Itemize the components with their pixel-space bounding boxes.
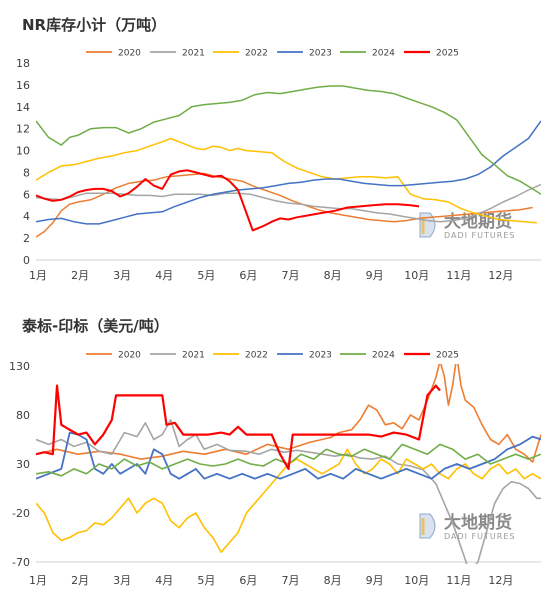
- series-line-2021: [36, 183, 541, 223]
- y-tick-label: 18: [16, 57, 30, 70]
- watermark-subtext: DADI FUTURES: [444, 231, 515, 240]
- x-tick-label: 8月: [324, 269, 342, 282]
- legend: 2020 2021 2022 2023 2024 2025: [86, 351, 459, 361]
- x-tick-label: 7月: [282, 269, 300, 282]
- y-tick-label: 6: [23, 188, 30, 201]
- x-tick-label: 10月: [404, 269, 429, 282]
- x-tick-label: 11月: [446, 269, 471, 282]
- x-tick-label: 12月: [488, 574, 513, 587]
- y-tick-label: 2: [23, 232, 30, 245]
- inventory-chart: NR库存小计（万吨） 大地期货 DADI FUTURES 0 2 4 6 8 10 12 14 16…: [0, 0, 550, 300]
- series-line-2023: [36, 120, 541, 225]
- x-tick-label: 9月: [366, 269, 384, 282]
- series-line-2023: [36, 431, 541, 480]
- y-tick-label: 16: [16, 79, 30, 92]
- legend-label: 2023: [309, 351, 332, 361]
- x-tick-label: 3月: [113, 269, 131, 282]
- x-tick-label: 5月: [197, 574, 215, 587]
- dadi-logo-icon: [419, 513, 436, 539]
- legend-label: 2020: [118, 49, 141, 59]
- y-tick-label: 14: [16, 101, 30, 114]
- y-tick-label: 30: [16, 458, 30, 471]
- watermark-text: 大地期货: [444, 512, 512, 533]
- watermark-subtext: DADI FUTURES: [444, 532, 515, 541]
- y-tick-label: 8: [23, 166, 30, 179]
- legend-label: 2022: [245, 351, 268, 361]
- x-tick-label: 4月: [155, 574, 173, 587]
- watermark-text: 大地期货: [444, 211, 512, 232]
- legend-label: 2021: [182, 49, 205, 59]
- series-line-2024: [36, 85, 541, 195]
- y-tick-label: -70: [12, 556, 30, 569]
- legend-label: 2021: [182, 351, 205, 361]
- x-tick-label: 11月: [446, 574, 471, 587]
- y-tick-label: 10: [16, 145, 30, 158]
- legend-label: 2023: [309, 49, 332, 59]
- x-tick-label: 6月: [239, 269, 257, 282]
- legend-label: 2020: [118, 351, 141, 361]
- x-tick-label: 4月: [155, 269, 173, 282]
- x-tick-label: 2月: [71, 269, 89, 282]
- y-tick-label: 0: [23, 254, 30, 267]
- x-tick-label: 10月: [404, 574, 429, 587]
- x-tick-label: 9月: [366, 574, 384, 587]
- y-tick-label: 80: [16, 409, 30, 422]
- y-tick-label: -20: [12, 507, 30, 520]
- chart-title: NR库存小计（万吨）: [22, 16, 167, 34]
- series-line-2020: [36, 172, 533, 238]
- y-tick-label: 12: [16, 123, 30, 136]
- series-line-2025: [36, 384, 441, 470]
- x-tick-label: 12月: [488, 269, 513, 282]
- x-tick-label: 3月: [113, 574, 131, 587]
- legend-label: 2025: [436, 351, 459, 361]
- series-line-2025: [36, 169, 420, 232]
- legend: 2020 2021 2022 2023 2024 2025: [86, 49, 459, 59]
- spread-chart: 泰标-印标（美元/吨） 大地期货 DADI FUTURES -70 -20 30 80 13…: [0, 300, 550, 602]
- series-line-2020: [36, 364, 541, 463]
- legend-label: 2024: [372, 49, 395, 59]
- legend-label: 2025: [436, 49, 459, 59]
- y-tick-label: 130: [9, 360, 30, 373]
- series-line-2022: [36, 137, 537, 224]
- x-tick-label: 8月: [324, 574, 342, 587]
- legend-label: 2024: [372, 351, 395, 361]
- x-tick-label: 5月: [197, 269, 215, 282]
- legend-label: 2022: [245, 49, 268, 59]
- x-tick-label: 1月: [29, 269, 47, 282]
- series-line-2021: [36, 419, 541, 564]
- x-tick-label: 1月: [29, 574, 47, 587]
- y-tick-label: 4: [23, 210, 30, 223]
- x-tick-label: 6月: [239, 574, 257, 587]
- chart-title: 泰标-印标（美元/吨）: [22, 317, 169, 335]
- x-tick-label: 2月: [71, 574, 89, 587]
- x-tick-label: 7月: [282, 574, 300, 587]
